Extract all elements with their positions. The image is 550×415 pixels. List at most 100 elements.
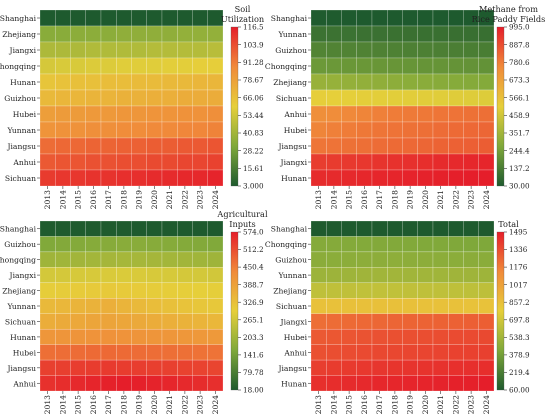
y-tick-label: Hubei [284,333,308,342]
x-tick-label: 2020 [421,395,430,414]
heatmap-cell [146,25,163,43]
heatmap-cell [177,375,193,392]
heatmap-cell [177,328,193,345]
heatmap-cell [192,282,208,299]
heatmap-cell [192,41,208,59]
heatmap-cell [432,121,449,139]
heatmap-cell [448,359,464,376]
heatmap-cell [417,236,434,253]
heatmap-cell [177,169,193,187]
heatmap-cell [448,41,464,59]
heatmap-cell [146,251,163,268]
heatmap-cell [161,313,178,330]
heatmap-cell [55,313,71,330]
heatmap-cell [85,375,102,392]
heatmap-cell [356,153,373,171]
heatmap-cell [146,236,163,253]
heatmap-cell [341,73,357,91]
heatmap-cell [55,267,71,284]
heatmap-cell [310,220,327,237]
heatmap-cell [371,153,388,171]
heatmap-cell [432,267,449,284]
heatmap-cell [326,236,342,253]
y-tick-label: Jiangsu [6,142,36,151]
heatmap-cell [39,153,56,171]
colorbar-tick-label: 780.6 [509,58,530,67]
heatmap-cell [70,89,86,107]
heatmap-cell [341,267,357,284]
heatmap-cell [448,73,464,91]
heatmap-cell [402,236,418,253]
y-tick-label: Yunnan [278,30,308,39]
heatmap-cell [146,313,163,330]
heatmap-cell [39,9,56,27]
heatmap-cell [356,121,373,139]
heatmap-cell [356,169,373,187]
colorbar-tick-label: 78.67 [243,76,264,85]
heatmap-cell [85,236,102,253]
heatmap-cell [463,137,479,155]
heatmap-cell [116,267,132,284]
heatmap-cell [326,41,342,59]
heatmap-cell [70,220,86,237]
colorbar-tick-label: 1336 [509,245,528,254]
heatmap-cell [387,57,403,75]
heatmap-cell [448,89,464,107]
heatmap-cell [463,344,479,361]
colorbar-tick-label: 53.44 [243,111,264,120]
heatmap-cell [341,57,357,75]
heatmap-cells [39,220,224,392]
heatmap-cell [131,9,147,27]
colorbar-tick-label: 458.9 [509,111,530,120]
heatmap-cell [417,9,434,27]
x-tick-label: 2014 [58,395,67,414]
heatmap-cell [463,251,479,268]
heatmap-cell [448,251,464,268]
y-tick-label: Guizhou [275,256,307,265]
x-tick-label: 2016 [89,395,98,414]
heatmap-cell [326,313,342,330]
heatmap-cell [478,169,495,187]
y-tick-label: Hunan [10,333,36,342]
heatmap-cell [131,344,147,361]
heatmap-cell [356,282,373,299]
heatmap-cell [371,236,388,253]
heatmap-cell [116,169,132,187]
heatmap-cell [55,121,71,139]
heatmap-cell [146,9,163,27]
heatmap-cell [371,169,388,187]
x-tick-label: 2020 [421,190,430,209]
heatmap-cell [402,9,418,27]
y-tick-label: Yunnan [278,271,308,280]
heatmap-cell [326,105,342,123]
heatmap-cell [341,121,357,139]
heatmap-cell [326,89,342,107]
heatmap-cell [402,25,418,43]
y-tick-label: Shanghai [0,225,37,234]
heatmap-cell [39,105,56,123]
heatmap-cell [161,267,178,284]
heatmap-cell [478,359,495,376]
x-tick-label: 2021 [165,190,174,209]
heatmap-cell [341,298,357,314]
heatmap-cell [207,73,224,91]
heatmap-cell [448,313,464,330]
heatmap-cell [161,9,178,27]
heatmap-cell [402,328,418,345]
heatmap-cell [161,344,178,361]
heatmap-cell [341,25,357,43]
heatmap-cell [177,105,193,123]
heatmap-cell [70,236,86,253]
heatmap-cell [432,9,449,27]
colorbar-tick-label: 116.5 [243,23,264,32]
heatmap-cell [146,220,163,237]
heatmap-cell [448,267,464,284]
heatmap-panel-2: Shanghai Yunnan Guizhou Chongqing Zhejiang Si… [265,4,545,209]
heatmap-cell [310,313,327,330]
heatmap-cell [192,251,208,268]
heatmap-cell [177,89,193,107]
heatmap-cell [387,73,403,91]
heatmap-panel-4: Shanghai Chongqing Guizhou Yunnan Zhejiang Si… [265,219,530,414]
heatmap-cell [207,328,224,345]
heatmap-cell [116,220,132,237]
